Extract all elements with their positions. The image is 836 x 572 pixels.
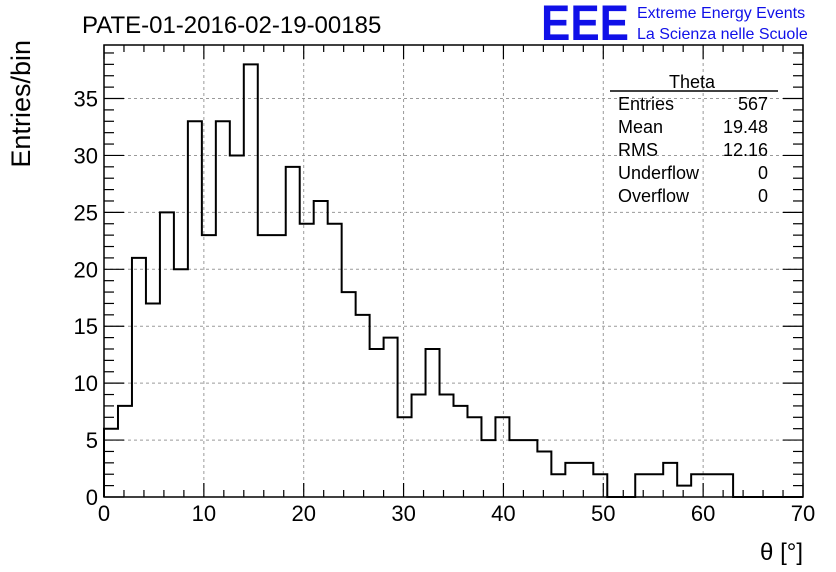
y-tick-label: 20 [74,257,98,282]
stats-box: Theta Entries 567 Mean 19.48 RMS 12.16 Underfl… [610,72,778,206]
x-tick-label: 60 [691,501,715,526]
stats-value: 12.16 [723,140,768,160]
y-tick-label: 10 [74,371,98,396]
histogram-line [103,63,803,498]
y-axis-label: Entries/bin [6,40,36,168]
chart-title: PATE-01-2016-02-19-00185 [82,12,381,39]
logo-line-2: La Scienza nelle Scuole [637,26,808,43]
stats-value: 567 [738,94,768,114]
stats-rows: Entries 567 Mean 19.48 RMS 12.16 Underflow 0 Ove… [618,94,768,206]
x-tick-label: 50 [591,501,615,526]
plot-frame [103,44,804,498]
x-tick-label: 30 [391,501,415,526]
y-tick-label: 35 [74,87,98,112]
stats-value: 0 [758,163,768,183]
x-axis-label: θ [°] [760,539,803,566]
x-tick-label: 10 [192,501,216,526]
x-tick-label: 20 [291,501,315,526]
y-tick-label: 30 [74,143,98,168]
stats-value: 0 [758,186,768,206]
x-tick-label: 0 [98,501,110,526]
logo: EEE Extreme Energy Events La Scienza nel… [541,0,808,51]
logo-line-1: Extreme Energy Events [637,5,805,22]
x-tick-label: 70 [791,501,815,526]
grid-lines [104,45,803,497]
stats-value: 19.48 [723,117,768,137]
stats-label: Overflow [618,186,690,206]
y-tick-label: 0 [86,485,98,510]
stats-label: RMS [618,140,658,160]
tick-labels: 0 10 20 30 40 50 60 70 0 5 10 15 20 25 30 35 [74,87,816,526]
x-tick-label: 40 [491,501,515,526]
y-tick-label: 15 [74,314,98,339]
stats-label: Underflow [618,163,700,183]
stats-label: Entries [618,94,674,114]
stats-title: Theta [669,72,716,92]
y-tick-label: 25 [74,200,98,225]
y-tick-label: 5 [86,428,98,453]
stats-label: Mean [618,117,663,137]
logo-mark: EEE [541,0,629,51]
